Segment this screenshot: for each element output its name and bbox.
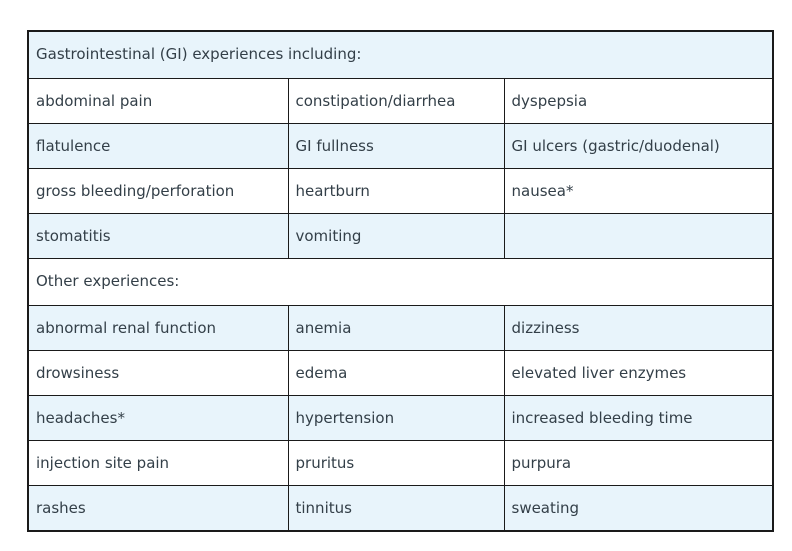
table-cell: gross bleeding/perforation (27, 168, 289, 214)
table-row: injection site pain pruritus purpura (27, 440, 774, 486)
table-cell: pruritus (287, 440, 505, 486)
section-header-cell: Gastrointestinal (GI) experiences includ… (27, 30, 774, 79)
table-row: headaches* hypertension increased bleeding… (27, 395, 774, 441)
table-cell: edema (287, 350, 505, 396)
table-cell: dizziness (503, 305, 774, 351)
table-cell: increased bleeding time (503, 395, 774, 441)
table-cell: anemia (287, 305, 505, 351)
section-header-row: Gastrointestinal (GI) experiences includ… (27, 30, 774, 79)
table-row: abdominal pain constipation/diarrhea dyspe… (27, 78, 774, 124)
table-cell: sweating (503, 485, 774, 532)
table-cell: GI ulcers (gastric/duodenal) (503, 123, 774, 169)
table-cell: heartburn (287, 168, 505, 214)
adverse-experiences-table: Gastrointestinal (GI) experiences includ… (27, 30, 775, 532)
table-cell: injection site pain (27, 440, 289, 486)
table-row: drowsiness edema elevated liver enzymes (27, 350, 774, 396)
table-cell: nausea* (503, 168, 774, 214)
table-row: rashes tinnitus sweating (27, 485, 774, 532)
table-row: abnormal renal function anemia dizziness (27, 305, 774, 351)
table-cell: stomatitis (27, 213, 289, 259)
table-cell: flatulence (27, 123, 289, 169)
table-row: stomatitis vomiting (27, 213, 774, 259)
table-body: Gastrointestinal (GI) experiences includ… (27, 30, 774, 532)
table-cell: elevated liver enzymes (503, 350, 774, 396)
table-row: flatulence GI fullness GI ulcers (gastric/… (27, 123, 774, 169)
table-cell: GI fullness (287, 123, 505, 169)
table-cell: purpura (503, 440, 774, 486)
table-cell: headaches* (27, 395, 289, 441)
table-cell: hypertension (287, 395, 505, 441)
table-cell: dyspepsia (503, 78, 774, 124)
section-header-cell: Other experiences: (27, 258, 774, 306)
table-cell: abdominal pain (27, 78, 289, 124)
section-header-row: Other experiences: (27, 258, 774, 306)
table-row: gross bleeding/perforation heartburn nause… (27, 168, 774, 214)
table-cell: constipation/diarrhea (287, 78, 505, 124)
table-cell: drowsiness (27, 350, 289, 396)
table-cell: tinnitus (287, 485, 505, 532)
table-cell: abnormal renal function (27, 305, 289, 351)
table-cell: rashes (27, 485, 289, 532)
table-cell: vomiting (287, 213, 505, 259)
table-cell (503, 213, 774, 259)
